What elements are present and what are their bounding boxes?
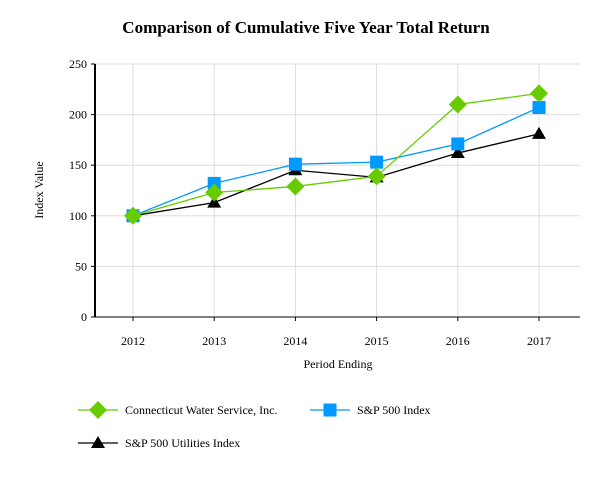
x-tick-label: 2014 bbox=[283, 334, 307, 348]
series-line bbox=[132, 106, 540, 217]
y-axis-label: Index Value bbox=[32, 161, 46, 218]
data-point-square bbox=[370, 155, 384, 169]
gridlines bbox=[95, 63, 580, 317]
legend-marker-diamond bbox=[89, 401, 107, 419]
series-square bbox=[126, 101, 546, 223]
y-tick-label: 200 bbox=[69, 108, 87, 122]
x-tick-label: 2017 bbox=[527, 334, 551, 348]
data-point-square bbox=[532, 101, 546, 115]
legend-item: S&P 500 Utilities Index bbox=[78, 436, 240, 450]
series-group bbox=[124, 84, 548, 225]
data-point-diamond bbox=[205, 183, 224, 202]
legend-label: S&P 500 Index bbox=[357, 403, 431, 417]
legend-marker-triangle bbox=[91, 436, 105, 448]
data-point-diamond bbox=[367, 167, 386, 186]
series-triangle bbox=[126, 126, 546, 221]
data-point-triangle bbox=[532, 126, 546, 139]
series-diamond bbox=[124, 84, 548, 225]
x-axis-label: Period Ending bbox=[304, 357, 373, 371]
legend-label: Connecticut Water Service, Inc. bbox=[125, 403, 277, 417]
series-line bbox=[132, 92, 540, 217]
legend-item: Connecticut Water Service, Inc. bbox=[78, 401, 277, 419]
data-point-diamond bbox=[286, 177, 305, 196]
data-point-square bbox=[451, 137, 465, 151]
x-tick-label: 2016 bbox=[446, 334, 470, 348]
data-point-square bbox=[288, 157, 302, 171]
data-point-diamond bbox=[530, 84, 548, 103]
data-point-triangle bbox=[450, 146, 465, 159]
y-tick-label: 50 bbox=[75, 259, 87, 273]
y-tick-label: 100 bbox=[69, 209, 87, 223]
data-point-square bbox=[207, 176, 221, 190]
legend-label: S&P 500 Utilities Index bbox=[125, 436, 240, 450]
y-tick-label: 0 bbox=[81, 310, 87, 324]
y-tick-label: 250 bbox=[69, 57, 87, 71]
axes: 0 50 100 150 200 250 2012 2013 2014 2015 2016 2017 bbox=[69, 57, 580, 348]
x-tick-label: 2012 bbox=[121, 334, 145, 348]
legend-item: S&P 500 Index bbox=[310, 403, 431, 417]
data-point-diamond bbox=[124, 206, 142, 225]
x-tick-label: 2015 bbox=[365, 334, 389, 348]
data-point-diamond bbox=[448, 95, 467, 114]
y-tick-label: 150 bbox=[69, 158, 87, 172]
chart-title: Comparison of Cumulative Five Year Total… bbox=[122, 18, 490, 37]
data-point-triangle bbox=[207, 195, 222, 208]
series-line bbox=[132, 133, 540, 217]
legend-marker-square bbox=[323, 403, 337, 417]
x-tick-label: 2013 bbox=[202, 334, 226, 348]
legend: Connecticut Water Service, Inc. S&P 500 I… bbox=[78, 401, 431, 450]
